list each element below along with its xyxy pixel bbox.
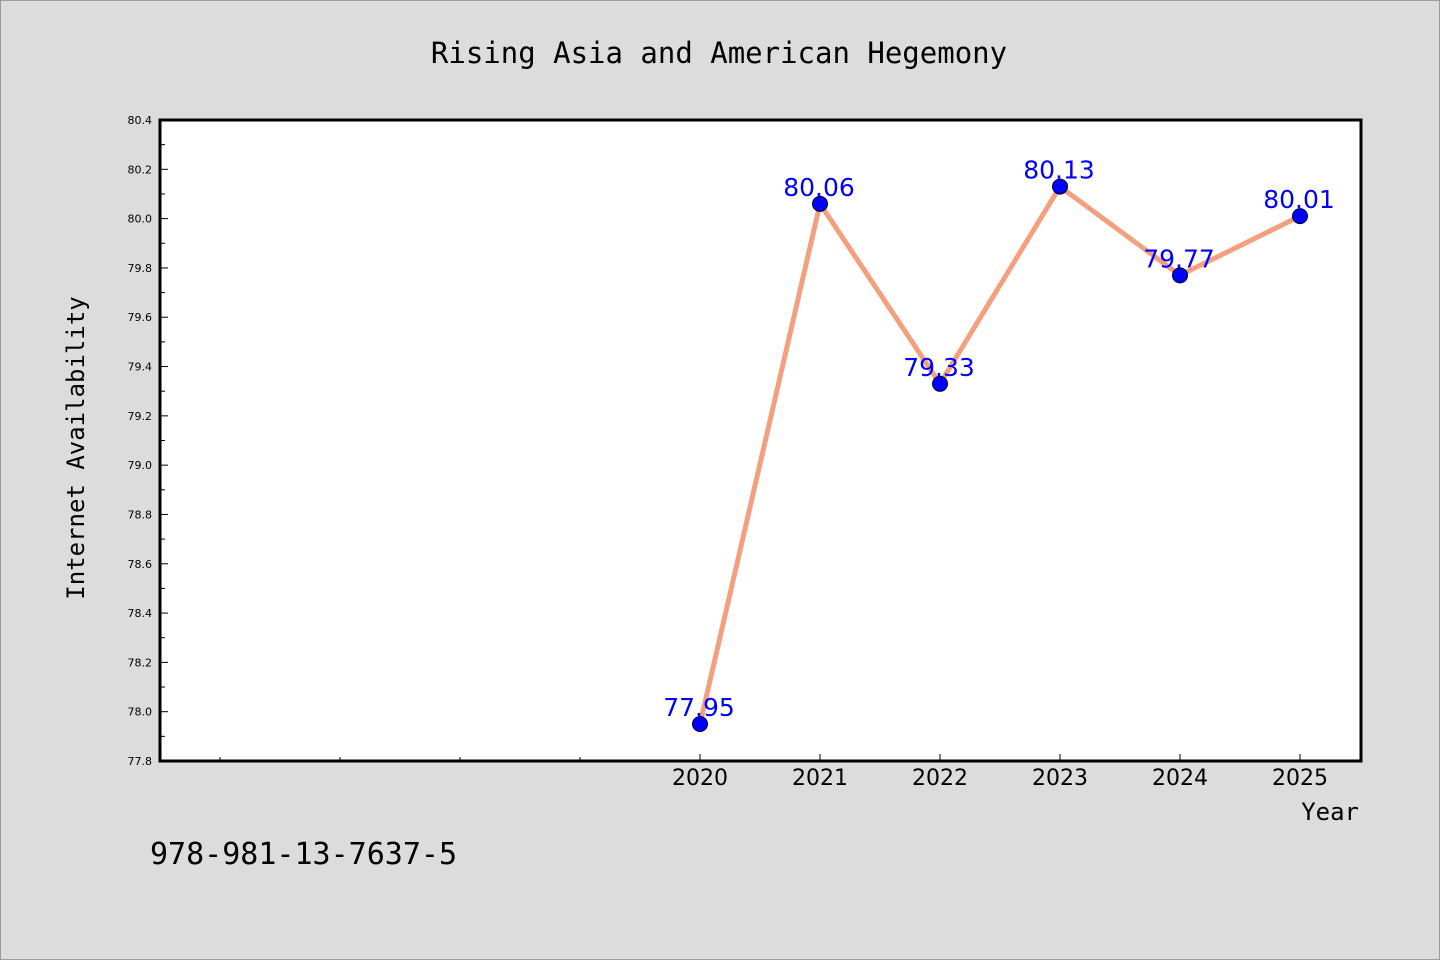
data-label: 79.33 <box>903 353 975 382</box>
y-tick-label: 78.0 <box>128 706 153 719</box>
x-tick-label: 2022 <box>912 766 968 791</box>
y-tick-label: 79.4 <box>128 361 153 374</box>
y-axis-ticks: 77.8 78.0 78.2 78.4 78.6 78.8 79.0 79.2 79.4 79.6… <box>128 114 168 768</box>
series-line-group <box>697 184 1303 727</box>
data-label: 80.01 <box>1263 185 1335 214</box>
data-point <box>692 716 708 733</box>
y-tick-label: 80.4 <box>128 114 153 127</box>
x-tick-label: 2021 <box>792 766 848 791</box>
chart-title: Rising Asia and American Hegemony <box>431 36 1007 70</box>
data-point <box>1292 208 1308 225</box>
data-label: 80.06 <box>783 173 855 202</box>
y-tick-label: 77.8 <box>128 755 153 768</box>
y-tick-label: 79.6 <box>128 311 153 324</box>
y-tick-label: 78.8 <box>128 508 153 521</box>
data-point <box>932 375 948 392</box>
y-tick-label: 79.2 <box>128 410 153 423</box>
plot-area <box>158 118 1363 763</box>
y-tick-label: 79.8 <box>128 262 153 275</box>
x-axis-label: Year <box>1301 798 1359 826</box>
y-tick-label: 79.0 <box>128 459 153 472</box>
x-tick-label: 2020 <box>672 766 728 791</box>
x-tick-label: 2023 <box>1032 766 1088 791</box>
y-tick-label: 80.0 <box>128 213 153 226</box>
y-tick-label: 78.6 <box>128 558 153 571</box>
data-point <box>1172 267 1188 284</box>
y-tick-label: 80.2 <box>128 163 153 176</box>
y-axis-label: Internet Availability <box>62 296 90 599</box>
x-tick-label: 2025 <box>1272 766 1328 791</box>
y-tick-label: 78.2 <box>128 656 153 669</box>
data-labels: 77.95 80.06 79.33 80.13 79.77 80.01 <box>663 156 1335 722</box>
data-label: 77.95 <box>663 693 735 722</box>
data-point <box>812 195 828 212</box>
x-axis-ticks: 2020 2021 2022 2023 2024 2025 <box>219 754 1328 791</box>
x-tick-label: 2024 <box>1152 766 1208 791</box>
y-tick-label: 78.4 <box>128 607 153 620</box>
isbn-footer: 978-981-13-7637-5 <box>150 837 457 872</box>
data-markers <box>692 178 1308 733</box>
series-line <box>697 184 1303 727</box>
data-point <box>1052 178 1068 195</box>
data-label: 80.13 <box>1023 156 1095 185</box>
data-label: 79.77 <box>1143 244 1215 273</box>
